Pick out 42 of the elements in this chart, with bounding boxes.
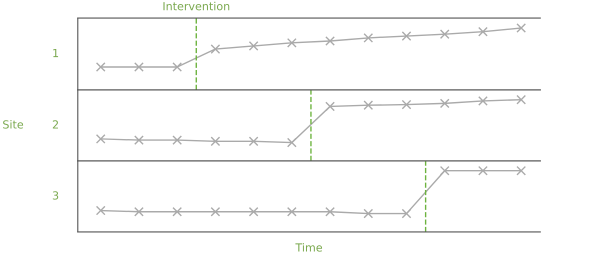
- point: [516, 166, 526, 176]
- point: [286, 38, 297, 48]
- point: [172, 135, 182, 145]
- point: [172, 62, 182, 72]
- point: [402, 208, 412, 218]
- point: [363, 208, 374, 218]
- y-axis-title: 1: [53, 48, 58, 58]
- point: [402, 31, 412, 41]
- point: [478, 26, 488, 37]
- point: [172, 206, 182, 217]
- y-axis-title: 2: [52, 120, 58, 128]
- point: [363, 100, 374, 110]
- point: [325, 102, 335, 112]
- point: [96, 62, 106, 72]
- point: [248, 136, 258, 146]
- point: [248, 41, 258, 51]
- point: [440, 29, 450, 40]
- point: [363, 33, 374, 43]
- point: [478, 166, 488, 176]
- point: [516, 94, 526, 105]
- y-axis-title: 3: [52, 191, 58, 200]
- point: [325, 36, 335, 46]
- point: [210, 206, 220, 217]
- point: [210, 136, 220, 146]
- point: [402, 100, 412, 110]
- point: [134, 206, 144, 217]
- point: [440, 98, 450, 108]
- point: [96, 134, 106, 144]
- point: [134, 62, 144, 72]
- point: [96, 206, 106, 216]
- point: [516, 23, 526, 33]
- point: [325, 206, 335, 217]
- text: Intervention: [163, 2, 230, 10]
- point: [478, 96, 488, 106]
- point: [134, 135, 144, 145]
- point: [248, 206, 258, 217]
- point: [286, 138, 297, 148]
- point: [440, 166, 450, 176]
- x-axis-title: Time: [295, 243, 322, 252]
- point: [286, 206, 297, 217]
- text: Site: [3, 120, 24, 129]
- point: [210, 44, 220, 54]
